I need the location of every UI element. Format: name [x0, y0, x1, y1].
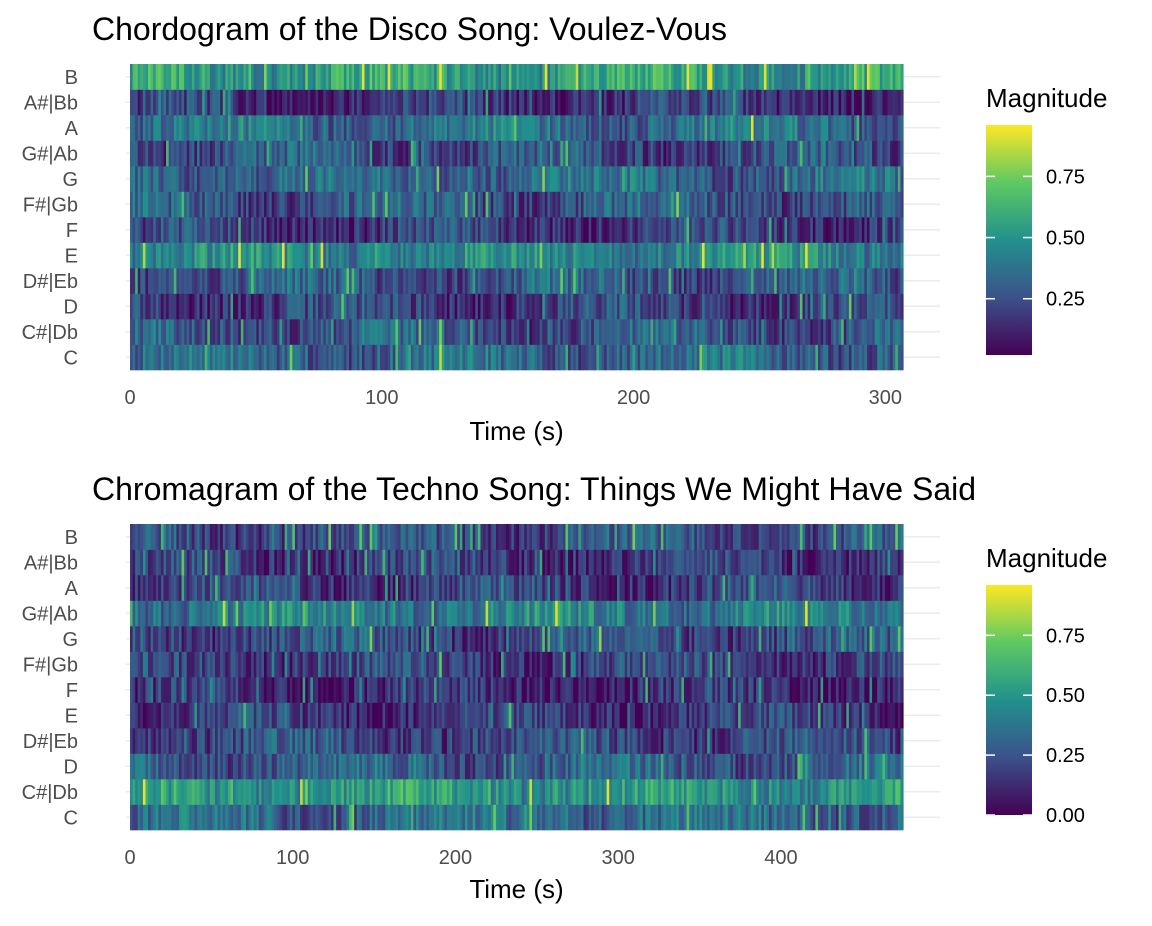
legend-tick-label: 0.75 [1046, 166, 1085, 188]
heatmap-cell [900, 345, 903, 371]
y-tick-label: C [64, 347, 78, 369]
y-tick-label: E [65, 245, 78, 267]
chart-panel-1: Chordogram of the Disco Song: Voulez-Vou… [22, 11, 1108, 446]
color-legend: Magnitude 0.25 0.50 0.75 [986, 83, 1107, 355]
legend-colorbar [986, 125, 1032, 355]
heatmap-cell [900, 192, 903, 218]
chart-panel-2: Chromagram of the Techno Song: Things We… [22, 471, 1108, 904]
heatmap-cells [130, 64, 904, 370]
heatmap-cell [900, 319, 903, 345]
y-tick-label: F#|Gb [23, 194, 78, 216]
heatmap-cell [900, 805, 903, 831]
heatmap-cell [900, 166, 903, 192]
x-tick-label: 200 [617, 387, 650, 409]
legend-tick-label: 0.25 [1046, 289, 1085, 311]
legend-tick-label: 0.50 [1046, 228, 1085, 250]
y-tick-label: A#|Bb [24, 92, 78, 114]
heatmap-cell [900, 779, 903, 805]
y-tick-label: D [64, 296, 78, 318]
x-tick-label: 0 [124, 387, 135, 409]
heatmap-cell [900, 268, 903, 294]
y-tick-label: A [65, 118, 79, 140]
y-tick-label: F [66, 220, 78, 242]
chart-title: Chromagram of the Techno Song: Things We… [92, 471, 976, 507]
chart-title: Chordogram of the Disco Song: Voulez-Vou… [92, 11, 727, 47]
heatmap-cell [900, 728, 903, 754]
heatmap-cell [900, 754, 903, 780]
y-tick-label: D#|Eb [23, 271, 78, 293]
heatmap-cell [900, 115, 903, 141]
heatmap-cell [900, 243, 903, 269]
x-axis-label: Time (s) [469, 416, 563, 446]
y-tick-label: G#|Ab [22, 143, 78, 165]
heatmap-cell [900, 90, 903, 116]
y-tick-label: C#|Db [22, 322, 78, 344]
legend-title: Magnitude [986, 83, 1107, 113]
y-tick-label: G [62, 169, 78, 191]
x-tick-label: 300 [869, 387, 902, 409]
heatmap-cell [900, 141, 903, 167]
x-tick-label: 100 [365, 387, 398, 409]
heatmap-cells [130, 524, 904, 830]
heatmap-cell [900, 217, 903, 243]
heatmap-cell [900, 294, 903, 320]
y-tick-label: B [65, 67, 78, 89]
heatmap-cell [900, 64, 903, 90]
